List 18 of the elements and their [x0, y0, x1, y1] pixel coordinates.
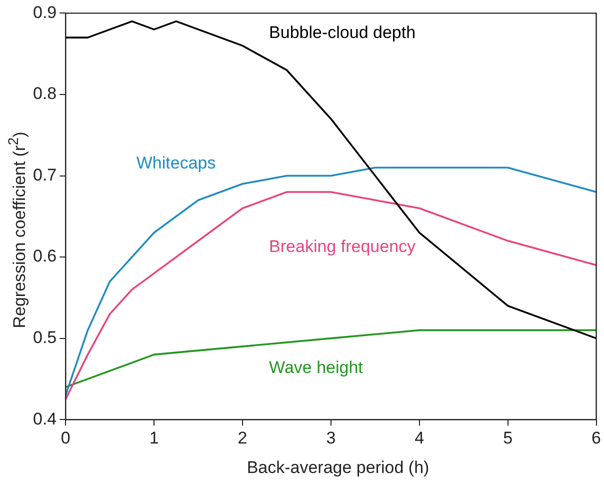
- x-tick-label: 0: [60, 428, 70, 448]
- y-tick-label: 0.7: [32, 165, 57, 184]
- y-tick-label: 0.4: [32, 409, 57, 428]
- series-label: Wave height: [269, 358, 364, 378]
- x-tick-label: 6: [592, 428, 602, 448]
- series-label: Bubble-cloud depth: [269, 23, 416, 42]
- y-tick-label: 0.6: [32, 246, 57, 266]
- x-tick-label: 2: [238, 428, 248, 448]
- x-tick-label: 5: [503, 428, 513, 448]
- series-label: Breaking frequency: [269, 236, 416, 256]
- y-tick-label: 0.9: [32, 2, 57, 22]
- y-tick-label: 0.8: [32, 84, 57, 104]
- x-axis-title: Back-average period (h): [246, 458, 430, 478]
- series-label: Whitecaps: [136, 153, 216, 172]
- x-tick-label: 4: [414, 428, 424, 448]
- x-tick-label: 1: [149, 428, 159, 448]
- y-tick-label: 0.5: [32, 328, 57, 348]
- x-tick-label: 3: [326, 428, 336, 448]
